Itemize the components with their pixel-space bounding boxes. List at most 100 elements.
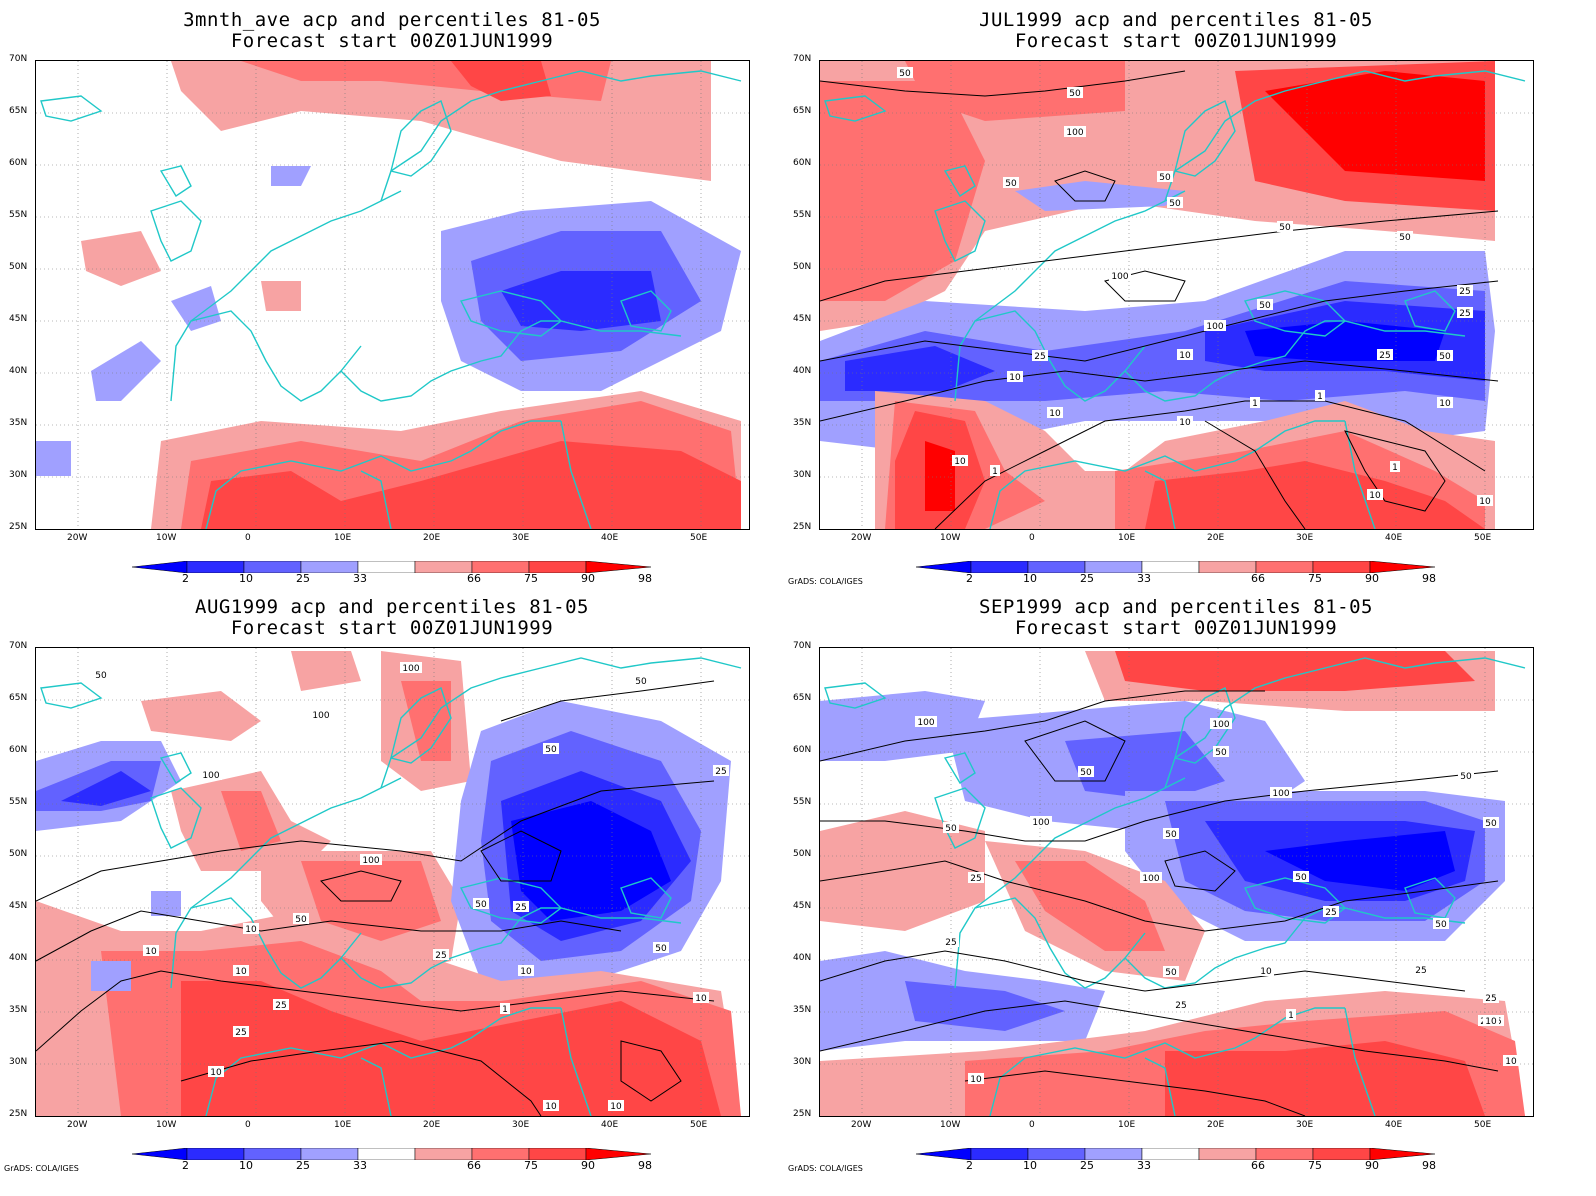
lon-tick-label: 30E [512,533,530,543]
contour-label-bg [1503,1055,1519,1066]
contour-label: 10 [1369,491,1381,501]
contours [820,690,1499,1116]
contour-label: 1 [1392,463,1398,473]
contour-label-bg [1157,171,1173,182]
contour-label-bg [1173,999,1189,1010]
coastline [974,190,1186,322]
coastline [1404,877,1456,919]
contour-label: 1 [1288,1011,1294,1021]
contour-labels: 50 50 100 50 50 50 100 50 50 25 10 100 50 25 25 10 25 50 1… [897,67,1493,507]
lon-tick-label: 0 [1029,533,1035,543]
coastlines [40,657,742,1116]
contour-label: 100 [1066,128,1083,138]
contour-label-bg [1397,231,1413,242]
colorbar-label: 10 [239,1159,253,1172]
contour-label: 50 [1169,199,1181,209]
colorbar-label: 90 [1365,572,1379,585]
colorbar-label: 90 [1365,1159,1379,1172]
percentile-region [221,791,281,851]
colorbar-segment [1198,560,1257,574]
lon-tick-label: 0 [245,533,251,543]
panel-subtitle: Forecast start 00Z01JUN1999 [1014,617,1338,639]
colorbar-arrow-left [131,560,188,574]
colorbar-segment [970,1147,1029,1161]
lat-tick-label: 70N [793,641,812,651]
contour-line [320,870,402,902]
coastline [560,420,592,529]
contour-label: 50 [95,671,107,681]
contour-line [1054,170,1116,202]
contour-label: 10 [1179,418,1191,428]
contour-label-bg [943,936,959,947]
contour-label: 10 [695,994,707,1004]
contour-label-bg [915,716,937,727]
lon-tick-label: 20W [851,1120,872,1130]
contour-label: 100 [1142,874,1159,884]
colorbar-arrow-right [585,560,652,574]
contour-label: 25 [1175,1001,1186,1011]
lon-tick-label: 40E [601,1120,619,1130]
coastline [1144,1057,1176,1116]
percentile-region [171,286,221,331]
contour-label-bg [713,765,729,776]
lat-tick-label: 70N [9,641,28,651]
colorbar-label: 33 [1137,572,1151,585]
contour-label: 25 [275,1001,286,1011]
contour-label-bg [273,999,289,1010]
contour-label-bg [1367,489,1383,500]
coastline [150,200,202,262]
lat-tick-label: 50N [9,849,28,859]
contour-label-bg [293,913,309,924]
percentile-region [905,981,1065,1031]
shading-layer [820,61,1495,529]
contour-label-bg [1109,270,1131,281]
lon-tick-label: 40E [1385,533,1403,543]
lon-tick-label: 50E [1474,1120,1492,1130]
contour-label: 50 [1165,968,1177,978]
colorbar-segment [970,560,1029,574]
contour-label: 1 [1317,392,1323,402]
percentile-region [36,441,71,476]
contour-label: 50 [1165,830,1177,840]
contour-line [820,280,1499,362]
contour-label-bg [543,743,559,754]
contour-label: 100 [202,771,219,781]
contour-label-bg [633,675,649,686]
lat-tick-label: 65N [9,106,28,116]
contour-label-bg [1433,918,1449,929]
map-panel: 3mnth_ave acp and percentiles 81-05 Forec… [0,0,784,587]
contour-label: 50 [1295,873,1307,883]
coastline [190,777,402,909]
contour-line [820,950,1466,992]
coastline [1124,320,1466,402]
coastline [1404,290,1456,332]
contour-label: 50 [1259,301,1271,311]
contour-line [36,780,715,902]
coastline [974,777,1186,909]
map-area: 50 50 100 50 50 50 100 50 50 25 10 100 50 25 25 10 25 50 1… [819,60,1534,530]
percentile-region [151,891,181,916]
coastline [159,165,192,197]
contour-line [820,210,1499,302]
lat-tick-label: 70N [793,54,812,64]
lat-tick-label: 45N [793,901,812,911]
contour-label: 50 [1069,89,1081,99]
coastline [824,95,887,122]
colorbar: 2 10 25 33 66 75 90 98 [915,1145,1436,1173]
contour-line [500,680,715,722]
percentile-region [201,441,741,529]
contour-line [480,830,562,882]
contour-label-bg [543,1100,559,1111]
panel-subtitle: Forecast start 00Z01JUN1999 [1014,30,1338,52]
lon-tick-label: 20E [423,1120,441,1130]
contour-label-bg [1286,1009,1296,1020]
contour-label-bg [1483,992,1499,1003]
colorbar-label: 66 [1251,572,1265,585]
contour-label-bg [1030,816,1052,827]
coastline [205,420,561,529]
contour-label: 50 [475,900,487,910]
colorbar-label: 2 [182,572,189,585]
contour-label-bg [1140,872,1162,883]
contour-label: 10 [210,1068,222,1078]
contour-label-bg [990,465,1000,476]
